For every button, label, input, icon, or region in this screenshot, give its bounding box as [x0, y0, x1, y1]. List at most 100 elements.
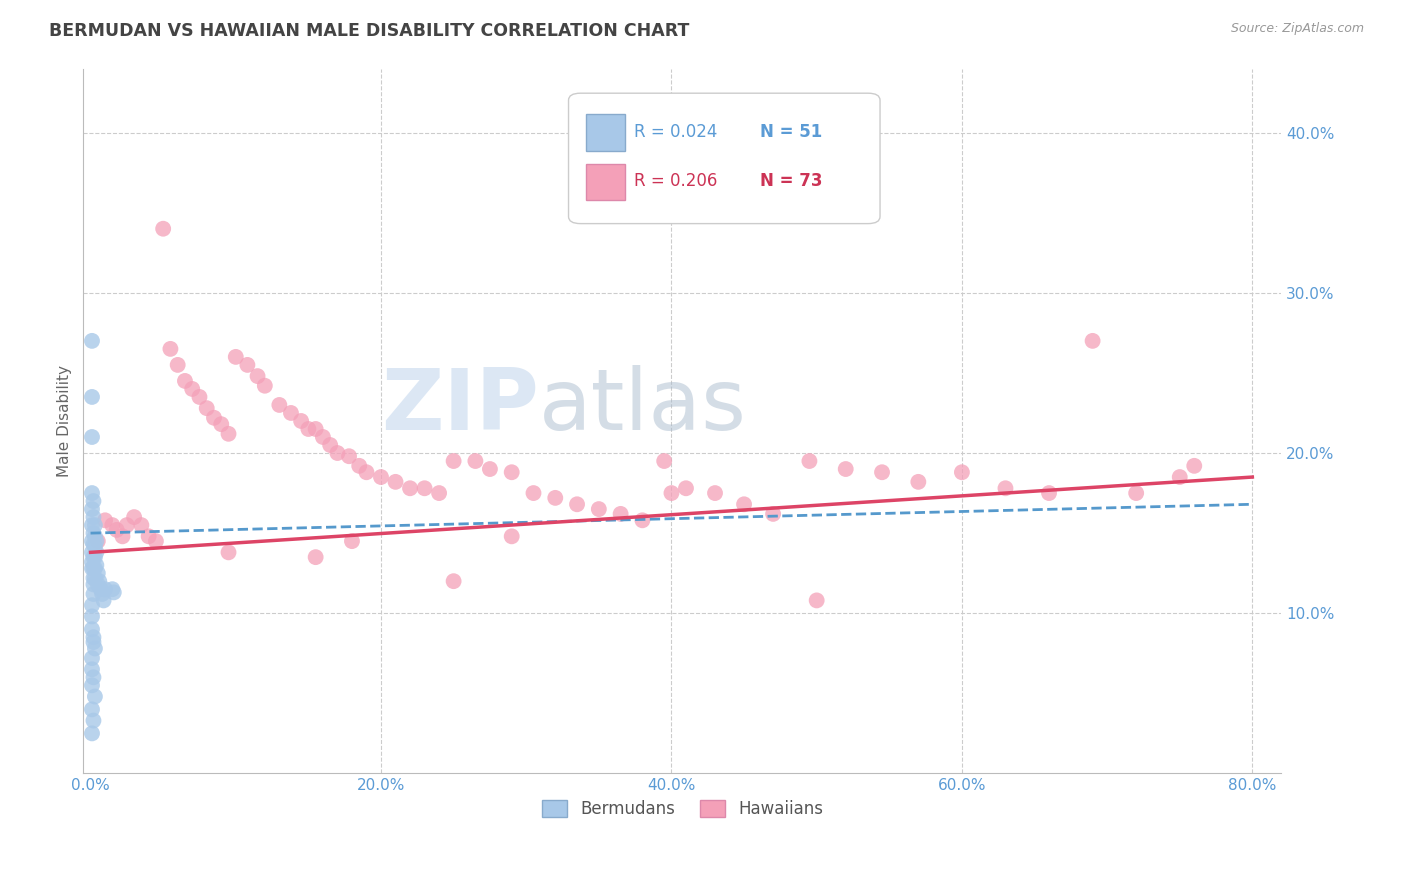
Point: [950, 465, 973, 479]
Point: [733, 497, 755, 511]
Point: [80, 430, 103, 444]
Point: [82, 635, 104, 649]
Point: [565, 497, 588, 511]
Point: [443, 454, 465, 468]
Point: [82, 577, 104, 591]
Point: [80, 561, 103, 575]
FancyBboxPatch shape: [586, 114, 624, 151]
Point: [80, 622, 103, 636]
Point: [174, 374, 197, 388]
Point: [80, 502, 103, 516]
Point: [675, 481, 697, 495]
Text: atlas: atlas: [538, 366, 747, 449]
Point: [80, 555, 103, 569]
Point: [82, 510, 104, 524]
Point: [907, 475, 929, 489]
Point: [1081, 334, 1104, 348]
Point: [1038, 486, 1060, 500]
Point: [305, 550, 328, 565]
Point: [82, 630, 104, 644]
Point: [80, 702, 103, 716]
Text: N = 73: N = 73: [761, 172, 823, 190]
Point: [181, 382, 204, 396]
Point: [652, 454, 675, 468]
Point: [225, 350, 247, 364]
Point: [82, 714, 104, 728]
Point: [501, 465, 523, 479]
Point: [84, 550, 107, 565]
Point: [290, 414, 312, 428]
Point: [80, 518, 103, 533]
Point: [80, 726, 103, 740]
Point: [195, 401, 218, 416]
Point: [806, 593, 828, 607]
Point: [105, 523, 128, 537]
Point: [82, 494, 104, 508]
Point: [101, 518, 124, 533]
Point: [80, 609, 103, 624]
Point: [84, 690, 107, 704]
Point: [236, 358, 259, 372]
Point: [661, 486, 683, 500]
Point: [89, 574, 111, 589]
Point: [762, 507, 785, 521]
Point: [82, 587, 104, 601]
Text: BERMUDAN VS HAWAIIAN MALE DISABILITY CORRELATION CHART: BERMUDAN VS HAWAIIAN MALE DISABILITY COR…: [49, 22, 689, 40]
Point: [101, 582, 124, 597]
Point: [93, 593, 115, 607]
Point: [1125, 486, 1147, 500]
Point: [218, 426, 240, 441]
Point: [704, 486, 727, 500]
Point: [80, 598, 103, 612]
Point: [84, 641, 107, 656]
Point: [87, 577, 110, 591]
Point: [370, 470, 392, 484]
Point: [80, 545, 103, 559]
Point: [145, 534, 167, 549]
Point: [609, 507, 631, 521]
Point: [111, 529, 134, 543]
Point: [319, 438, 342, 452]
Point: [152, 221, 174, 235]
Point: [253, 378, 276, 392]
Point: [82, 526, 104, 541]
Point: [94, 582, 117, 597]
Point: [337, 449, 360, 463]
Point: [90, 582, 112, 597]
Point: [269, 398, 291, 412]
Point: [188, 390, 211, 404]
Point: [86, 558, 108, 573]
Point: [218, 545, 240, 559]
Point: [312, 430, 335, 444]
Text: N = 51: N = 51: [761, 123, 823, 141]
Point: [280, 406, 302, 420]
Point: [91, 587, 114, 601]
Point: [544, 491, 567, 505]
Point: [84, 518, 107, 533]
Point: [159, 342, 181, 356]
Point: [86, 534, 108, 549]
Point: [82, 550, 104, 565]
Point: [209, 417, 232, 432]
Point: [588, 502, 610, 516]
Point: [103, 585, 125, 599]
Point: [994, 481, 1017, 495]
Y-axis label: Male Disability: Male Disability: [58, 365, 72, 477]
Point: [427, 486, 450, 500]
Point: [80, 662, 103, 676]
Text: ZIP: ZIP: [381, 366, 538, 449]
Point: [80, 390, 103, 404]
Point: [82, 571, 104, 585]
Point: [82, 670, 104, 684]
Point: [799, 454, 821, 468]
Point: [347, 458, 370, 473]
Point: [835, 462, 858, 476]
Point: [84, 539, 107, 553]
Point: [478, 462, 501, 476]
Point: [87, 534, 110, 549]
Point: [138, 529, 160, 543]
Point: [522, 486, 544, 500]
Point: [94, 513, 117, 527]
FancyBboxPatch shape: [586, 164, 624, 201]
Point: [82, 561, 104, 575]
